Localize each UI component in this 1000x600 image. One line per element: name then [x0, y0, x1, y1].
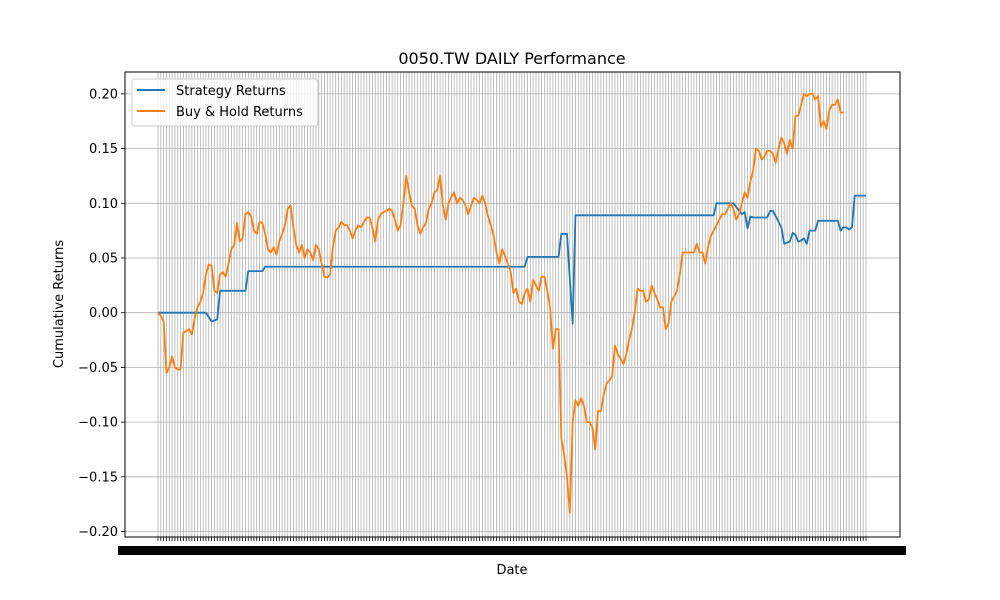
- y-tick-label: −0.20: [78, 525, 118, 540]
- y-axis-label: Cumulative Returns: [52, 240, 67, 368]
- y-tick-label: −0.05: [78, 361, 118, 376]
- series-line-buy-hold: [157, 92, 844, 514]
- y-tick-label: −0.10: [78, 416, 118, 431]
- legend: Strategy Returns Buy & Hold Returns: [131, 78, 319, 127]
- x-axis-label: Date: [496, 563, 527, 578]
- series-layer: [157, 92, 866, 514]
- y-tick-label: 0.10: [89, 197, 118, 212]
- x-tick-labels-overlap: [118, 546, 906, 555]
- x-axis-ticks: [118, 537, 906, 555]
- plot-frame: [124, 71, 901, 538]
- series-line-strategy: [158, 194, 866, 325]
- y-axis-ticks: −0.20 −0.15 −0.10 −0.05 0.00 0.05 0.10 0.15 0.20: [78, 87, 125, 540]
- y-tick-label: 0.05: [89, 252, 118, 267]
- chart-title: 0050.TW DAILY Performance: [398, 49, 625, 68]
- x-gridlines: [157, 72, 867, 537]
- y-tick-label: 0.20: [89, 87, 118, 102]
- y-tick-label: 0.00: [89, 306, 118, 321]
- y-gridlines: [125, 93, 900, 532]
- legend-label-buy-hold: Buy & Hold Returns: [176, 105, 303, 120]
- legend-label-strategy: Strategy Returns: [176, 84, 286, 99]
- y-tick-label: 0.15: [89, 142, 118, 157]
- y-tick-label: −0.15: [78, 470, 118, 485]
- legend-box: [131, 78, 319, 127]
